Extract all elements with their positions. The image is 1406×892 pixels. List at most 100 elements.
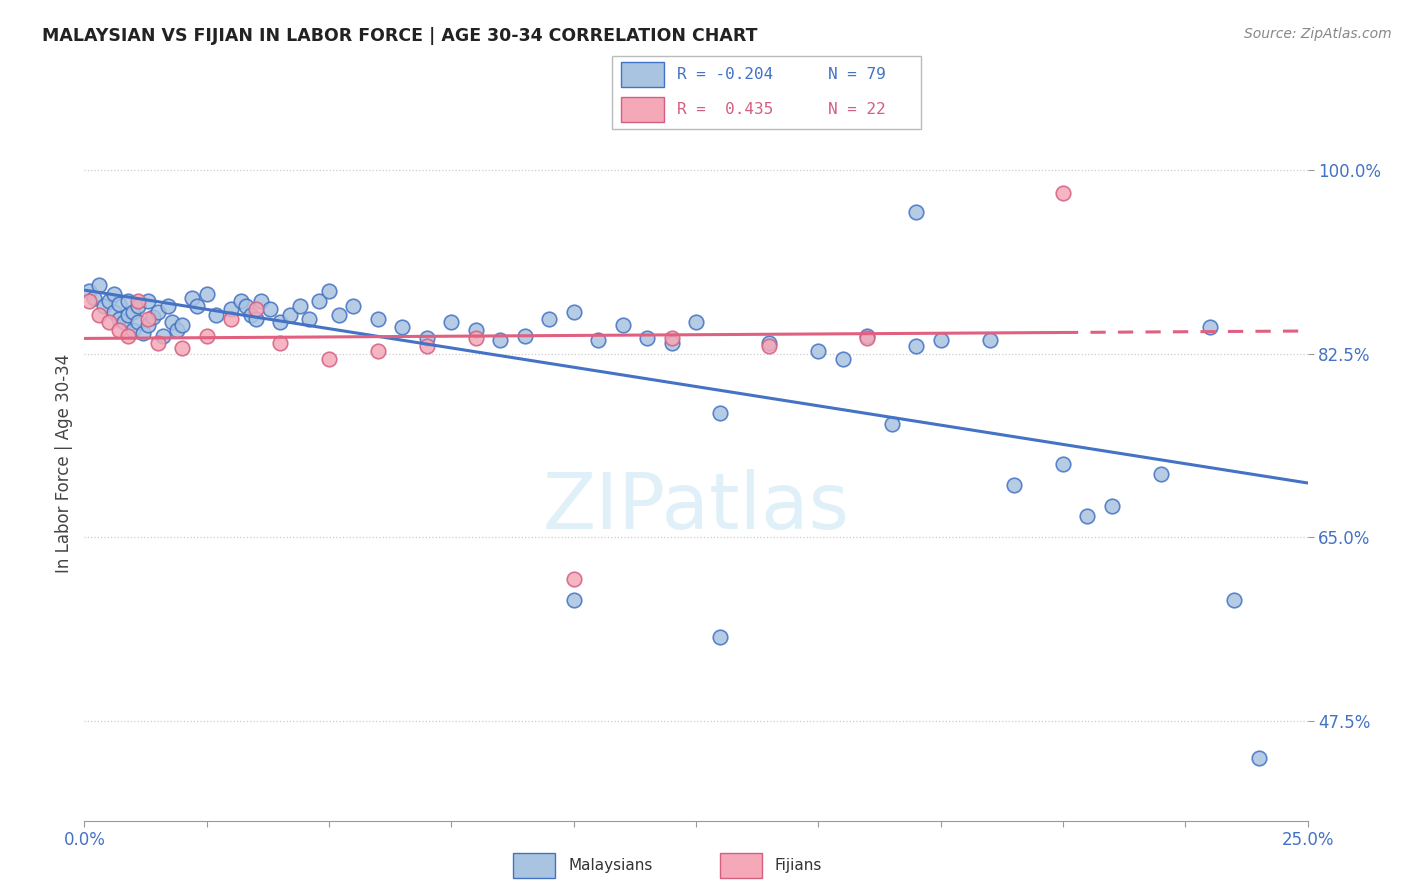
Point (136, 294, 159, 309)
Point (586, 333, 609, 347)
Point (186, 300, 208, 314)
Point (172, 342, 194, 356)
Point (440, 315, 463, 329)
Point (87, 278, 110, 293)
Bar (513, 853, 555, 878)
Point (328, 308, 350, 322)
Point (562, 572, 585, 586)
Point (1223, 593, 1246, 607)
Point (464, 331, 486, 345)
Point (142, 310, 165, 324)
Point (391, 320, 413, 334)
Point (831, 351, 853, 366)
Point (1150, 467, 1173, 482)
Point (636, 331, 658, 345)
Point (709, 407, 731, 421)
Point (1198, 320, 1220, 334)
Point (245, 301, 267, 316)
Point (1101, 499, 1123, 513)
Point (235, 300, 257, 314)
Point (298, 312, 321, 326)
Point (205, 308, 228, 322)
Point (127, 315, 149, 329)
Point (249, 294, 271, 309)
Bar (720, 853, 762, 878)
Point (107, 297, 129, 311)
Point (97, 294, 120, 309)
Text: N = 79: N = 79 (828, 67, 886, 82)
Point (513, 328, 536, 343)
Point (416, 331, 439, 345)
Point (195, 286, 218, 301)
Point (269, 315, 291, 329)
Point (685, 315, 707, 329)
Point (122, 304, 145, 318)
Point (219, 301, 242, 316)
Point (77, 294, 100, 309)
Point (117, 294, 139, 309)
Text: Malaysians: Malaysians (568, 858, 652, 872)
Point (77, 284, 100, 298)
Point (1052, 186, 1074, 200)
Point (1052, 457, 1074, 471)
Text: Fijians: Fijians (775, 858, 823, 872)
Point (562, 593, 585, 607)
Point (152, 328, 174, 343)
Point (489, 333, 512, 347)
Point (156, 300, 179, 314)
Point (117, 328, 139, 343)
Point (93, 300, 115, 314)
Point (1076, 509, 1098, 524)
Point (127, 300, 149, 314)
Point (562, 304, 585, 318)
Point (117, 308, 139, 322)
Point (905, 339, 928, 353)
Point (136, 312, 159, 326)
Text: Source: ZipAtlas.com: Source: ZipAtlas.com (1244, 27, 1392, 41)
Point (709, 630, 731, 644)
Point (122, 322, 145, 336)
Point (342, 300, 364, 314)
Text: ZIPatlas: ZIPatlas (543, 468, 849, 545)
Point (239, 308, 262, 322)
Y-axis label: In Labor Force | Age 30-34: In Labor Force | Age 30-34 (55, 354, 73, 574)
Point (132, 326, 155, 340)
Point (127, 294, 149, 309)
Point (367, 312, 389, 326)
Text: R = -0.204: R = -0.204 (676, 67, 773, 82)
Text: N = 22: N = 22 (828, 102, 886, 117)
Point (107, 312, 129, 326)
Point (758, 336, 780, 351)
Point (162, 315, 184, 329)
Point (97, 315, 120, 329)
Point (856, 331, 879, 345)
Point (807, 343, 830, 358)
Point (661, 331, 683, 345)
Point (87, 308, 110, 322)
Point (288, 300, 311, 314)
Point (269, 336, 291, 351)
Point (107, 322, 129, 336)
Point (979, 333, 1001, 347)
Bar (621, 97, 664, 122)
Point (195, 328, 218, 343)
Point (103, 286, 125, 301)
Point (146, 304, 169, 318)
Point (83, 291, 105, 305)
Point (416, 339, 439, 353)
Point (146, 336, 169, 351)
Point (103, 304, 125, 318)
Point (181, 291, 204, 305)
Point (278, 308, 301, 322)
Point (112, 315, 135, 329)
Bar (621, 62, 664, 87)
Point (219, 312, 242, 326)
Point (259, 301, 281, 316)
Point (929, 333, 952, 347)
Point (880, 417, 903, 431)
Point (245, 312, 267, 326)
Point (318, 284, 340, 298)
Point (172, 318, 194, 333)
Point (758, 339, 780, 353)
Point (856, 328, 879, 343)
